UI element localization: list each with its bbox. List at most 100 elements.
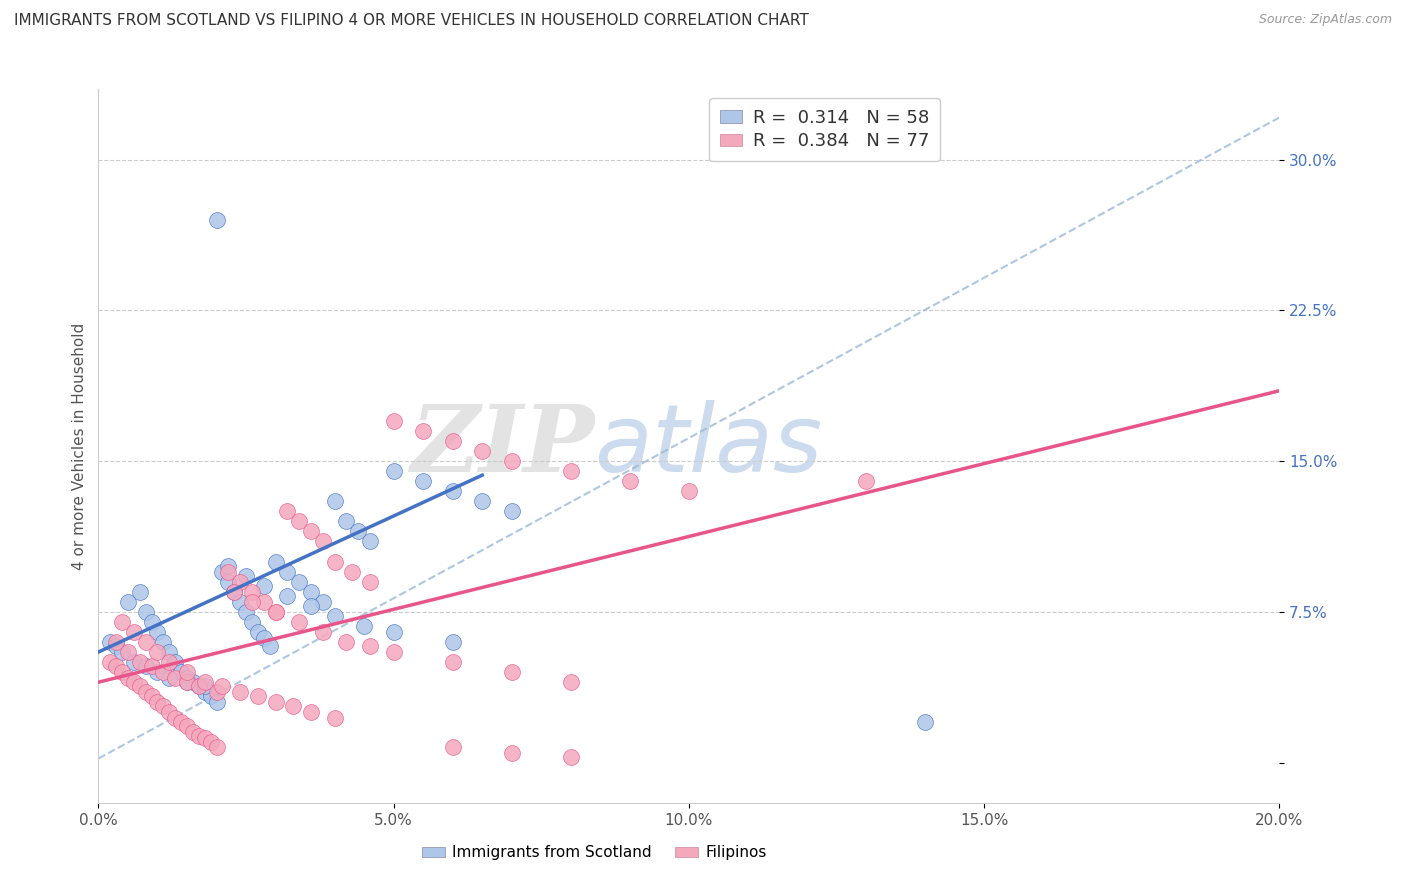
Point (157, 706, 180, 720)
Point (299, 524, 322, 539)
Point (135, 605, 157, 619)
Point (359, 639, 381, 653)
Point (187, 679, 209, 693)
Point (194, 675, 217, 690)
Point (176, 665, 198, 680)
Point (181, 725, 204, 739)
Point (560, 464, 582, 478)
Point (217, 574, 239, 589)
Point (157, 655, 180, 669)
Point (146, 665, 169, 680)
Point (342, 565, 364, 579)
Point (117, 595, 139, 609)
Point (312, 595, 335, 609)
Point (211, 565, 233, 579)
Point (312, 624, 335, 639)
Point (229, 685, 252, 699)
Point (299, 584, 322, 599)
Point (141, 690, 163, 704)
Point (165, 671, 187, 685)
Point (157, 671, 180, 685)
Point (288, 515, 311, 529)
Point (135, 685, 157, 699)
Point (146, 695, 169, 709)
Point (122, 675, 145, 690)
Point (111, 665, 134, 680)
Point (181, 675, 204, 690)
Point (441, 484, 464, 499)
Point (359, 534, 381, 549)
Point (323, 711, 346, 725)
Legend: Immigrants from Scotland, Filipinos: Immigrants from Scotland, Filipinos (416, 839, 773, 866)
Point (441, 739, 464, 754)
Point (288, 574, 311, 589)
Point (111, 645, 134, 659)
Text: Source: ZipAtlas.com: Source: ZipAtlas.com (1258, 13, 1392, 27)
Y-axis label: 4 or more Vehicles in Household: 4 or more Vehicles in Household (72, 322, 87, 570)
Point (194, 731, 217, 746)
Point (224, 584, 246, 599)
Point (205, 685, 228, 699)
Point (264, 555, 287, 569)
Point (253, 579, 276, 593)
Point (299, 599, 322, 613)
Point (240, 595, 263, 609)
Point (141, 659, 163, 673)
Point (217, 558, 239, 573)
Point (471, 444, 494, 458)
Point (146, 624, 169, 639)
Point (560, 675, 582, 690)
Point (135, 635, 157, 649)
Point (105, 639, 128, 653)
Point (276, 589, 298, 603)
Point (382, 414, 405, 428)
Point (122, 624, 145, 639)
Point (335, 635, 357, 649)
Point (382, 645, 405, 659)
Point (176, 671, 198, 685)
Point (165, 655, 187, 669)
Point (276, 504, 298, 518)
Point (347, 524, 370, 539)
Point (165, 711, 187, 725)
Point (246, 624, 269, 639)
Point (855, 474, 877, 488)
Point (264, 605, 287, 619)
Point (105, 659, 128, 673)
Point (914, 715, 936, 730)
Point (501, 454, 523, 468)
Point (412, 474, 434, 488)
Point (105, 635, 128, 649)
Point (441, 655, 464, 669)
Point (335, 515, 357, 529)
Point (441, 635, 464, 649)
Point (501, 665, 523, 680)
Point (259, 639, 281, 653)
Point (299, 706, 322, 720)
Point (205, 212, 228, 227)
Point (135, 659, 157, 673)
Point (152, 699, 174, 714)
Point (678, 484, 700, 499)
Point (353, 619, 375, 633)
Point (235, 568, 257, 582)
Point (98, 655, 121, 669)
Point (176, 675, 198, 690)
Point (382, 624, 405, 639)
Point (382, 464, 405, 478)
Point (117, 671, 139, 685)
Text: IMMIGRANTS FROM SCOTLAND VS FILIPINO 4 OR MORE VEHICLES IN HOUSEHOLD CORRELATION: IMMIGRANTS FROM SCOTLAND VS FILIPINO 4 O… (14, 13, 808, 29)
Point (176, 675, 198, 690)
Point (176, 719, 198, 733)
Point (323, 494, 346, 508)
Point (122, 655, 145, 669)
Point (194, 685, 217, 699)
Point (217, 565, 239, 579)
Point (288, 615, 311, 629)
Point (240, 584, 263, 599)
Point (187, 730, 209, 744)
Point (264, 695, 287, 709)
Point (128, 679, 150, 693)
Point (229, 595, 252, 609)
Point (264, 605, 287, 619)
